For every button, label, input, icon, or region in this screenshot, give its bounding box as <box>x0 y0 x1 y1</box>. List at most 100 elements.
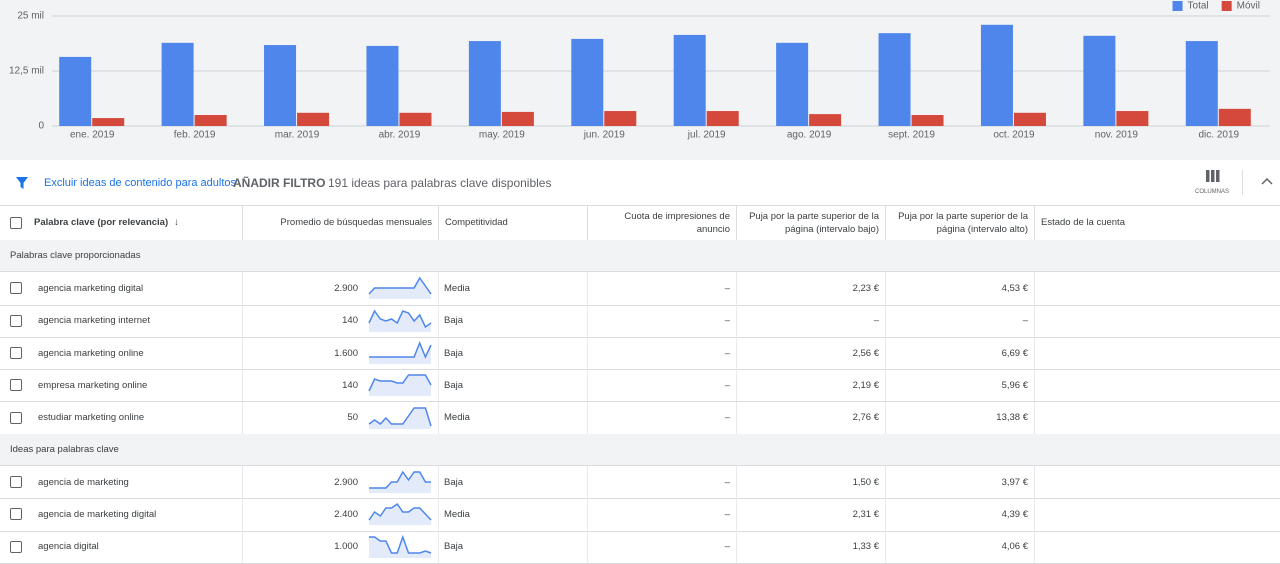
bar <box>571 38 604 126</box>
checkbox[interactable] <box>10 411 22 424</box>
competition: Media <box>444 282 470 294</box>
column-header[interactable]: Competitividad <box>438 205 587 240</box>
cell-border <box>736 369 737 402</box>
exclude-adult[interactable]: Excluir ideas de contenido para adultos <box>44 177 237 189</box>
cell-border <box>736 272 737 305</box>
sparkline-line <box>368 309 432 328</box>
competition: Baja <box>444 315 464 327</box>
checkbox[interactable] <box>10 508 22 521</box>
cell-border <box>438 304 439 337</box>
x-tick-label: nov. 2019 <box>1095 130 1139 141</box>
x-tick-label: ene. 2019 <box>70 130 115 141</box>
cell-border <box>438 530 439 563</box>
column-header[interactable]: Estado de la cuenta <box>1034 205 1280 240</box>
bar <box>673 34 706 126</box>
keyword: agencia digital <box>38 541 99 553</box>
cell-border <box>885 530 886 563</box>
legend-label: Móvil <box>1237 1 1260 12</box>
impression-share: – <box>724 347 730 359</box>
checkbox[interactable] <box>10 346 22 359</box>
toolbar: Excluir ideas de contenido para adultos … <box>0 160 1280 206</box>
sparkline-area <box>369 310 431 332</box>
cell-border <box>885 304 886 337</box>
searches: 50 <box>347 412 358 424</box>
impression-share: – <box>724 476 730 488</box>
bar <box>1218 108 1251 126</box>
sort-arrow[interactable]: ↓ <box>174 217 179 228</box>
column-header[interactable]: Palabra clave (por relevancia) ↓ <box>34 217 179 228</box>
bid-low: 2,56 € <box>852 347 879 359</box>
bar <box>468 41 501 126</box>
column-header[interactable]: Cuota de impresiones de anuncio <box>587 205 736 240</box>
bar <box>194 115 227 126</box>
competition: Media <box>444 509 470 521</box>
add-filter[interactable]: AÑADIR FILTRO <box>233 176 326 190</box>
cell-border <box>885 369 886 402</box>
bar <box>1013 112 1046 126</box>
columns-label[interactable]: COLUMNAS <box>1195 189 1230 195</box>
bid-high: 5,96 € <box>1001 379 1028 391</box>
checkbox[interactable] <box>10 379 22 392</box>
column-header[interactable]: Puja por la parte superior de la página … <box>736 205 885 240</box>
bid-high: 13,38 € <box>996 412 1028 424</box>
sparkline <box>369 470 431 494</box>
cell-border <box>242 336 243 370</box>
searches: 1.600 <box>334 347 358 359</box>
column-header[interactable]: Puja por la parte superior de la página … <box>885 205 1034 240</box>
cell-border <box>587 466 588 499</box>
sparkline <box>368 503 432 526</box>
sparkline-line <box>368 503 432 521</box>
cell-border <box>736 498 737 531</box>
row <box>0 466 1280 500</box>
bar <box>366 45 399 126</box>
cell-border <box>438 466 439 499</box>
cell-border <box>1034 369 1035 402</box>
x-tick-label: feb. 2019 <box>174 130 216 141</box>
cell-border <box>885 336 886 370</box>
checkbox[interactable] <box>10 282 22 295</box>
cell-border <box>242 530 243 563</box>
checkbox[interactable] <box>10 314 22 327</box>
bid-high: 4,53 € <box>1001 282 1028 294</box>
x-tick-label: jul. 2019 <box>687 130 726 141</box>
checkbox[interactable] <box>10 476 22 489</box>
cell-border <box>736 530 737 563</box>
cell-border <box>242 369 243 402</box>
bid-low: 1,33 € <box>852 541 879 553</box>
impression-share: – <box>724 315 730 327</box>
x-tick-label: abr. 2019 <box>379 130 421 141</box>
row <box>0 369 1280 403</box>
checkbox[interactable] <box>10 540 22 553</box>
bid-high: 6,69 € <box>1001 347 1028 359</box>
searches: 140 <box>342 315 358 327</box>
x-tick-label: jun. 2019 <box>583 130 626 141</box>
bid-low: 2,23 € <box>852 282 879 294</box>
collapse-icon[interactable] <box>1261 177 1273 185</box>
filter-icon[interactable] <box>15 176 29 190</box>
cell-border <box>587 272 588 305</box>
sparkline-area <box>369 407 431 429</box>
cell-border <box>736 336 737 370</box>
bar <box>706 111 739 126</box>
keyword: agencia marketing internet <box>38 315 150 327</box>
column-header[interactable]: Promedio de búsquedas mensuales <box>242 205 438 240</box>
sparkline-area <box>369 504 431 526</box>
cell-border <box>242 498 243 531</box>
keyword: agencia de marketing <box>38 476 129 488</box>
cell-border <box>438 336 439 370</box>
competition: Baja <box>444 379 464 391</box>
impression-share: – <box>724 282 730 294</box>
x-tick-label: dic. 2019 <box>1198 130 1239 141</box>
searches: 2.900 <box>334 476 358 488</box>
impression-share: – <box>724 509 730 521</box>
sparkline-area <box>369 342 431 364</box>
bar <box>399 112 432 126</box>
ideas-count: 191 ideas para palabras clave disponible… <box>328 176 552 190</box>
checkbox[interactable] <box>10 217 22 229</box>
competition: Baja <box>444 476 464 488</box>
sparkline-line <box>368 276 432 295</box>
impression-share: – <box>724 379 730 391</box>
columns-icon[interactable] <box>1206 170 1220 182</box>
competition: Baja <box>444 347 464 359</box>
